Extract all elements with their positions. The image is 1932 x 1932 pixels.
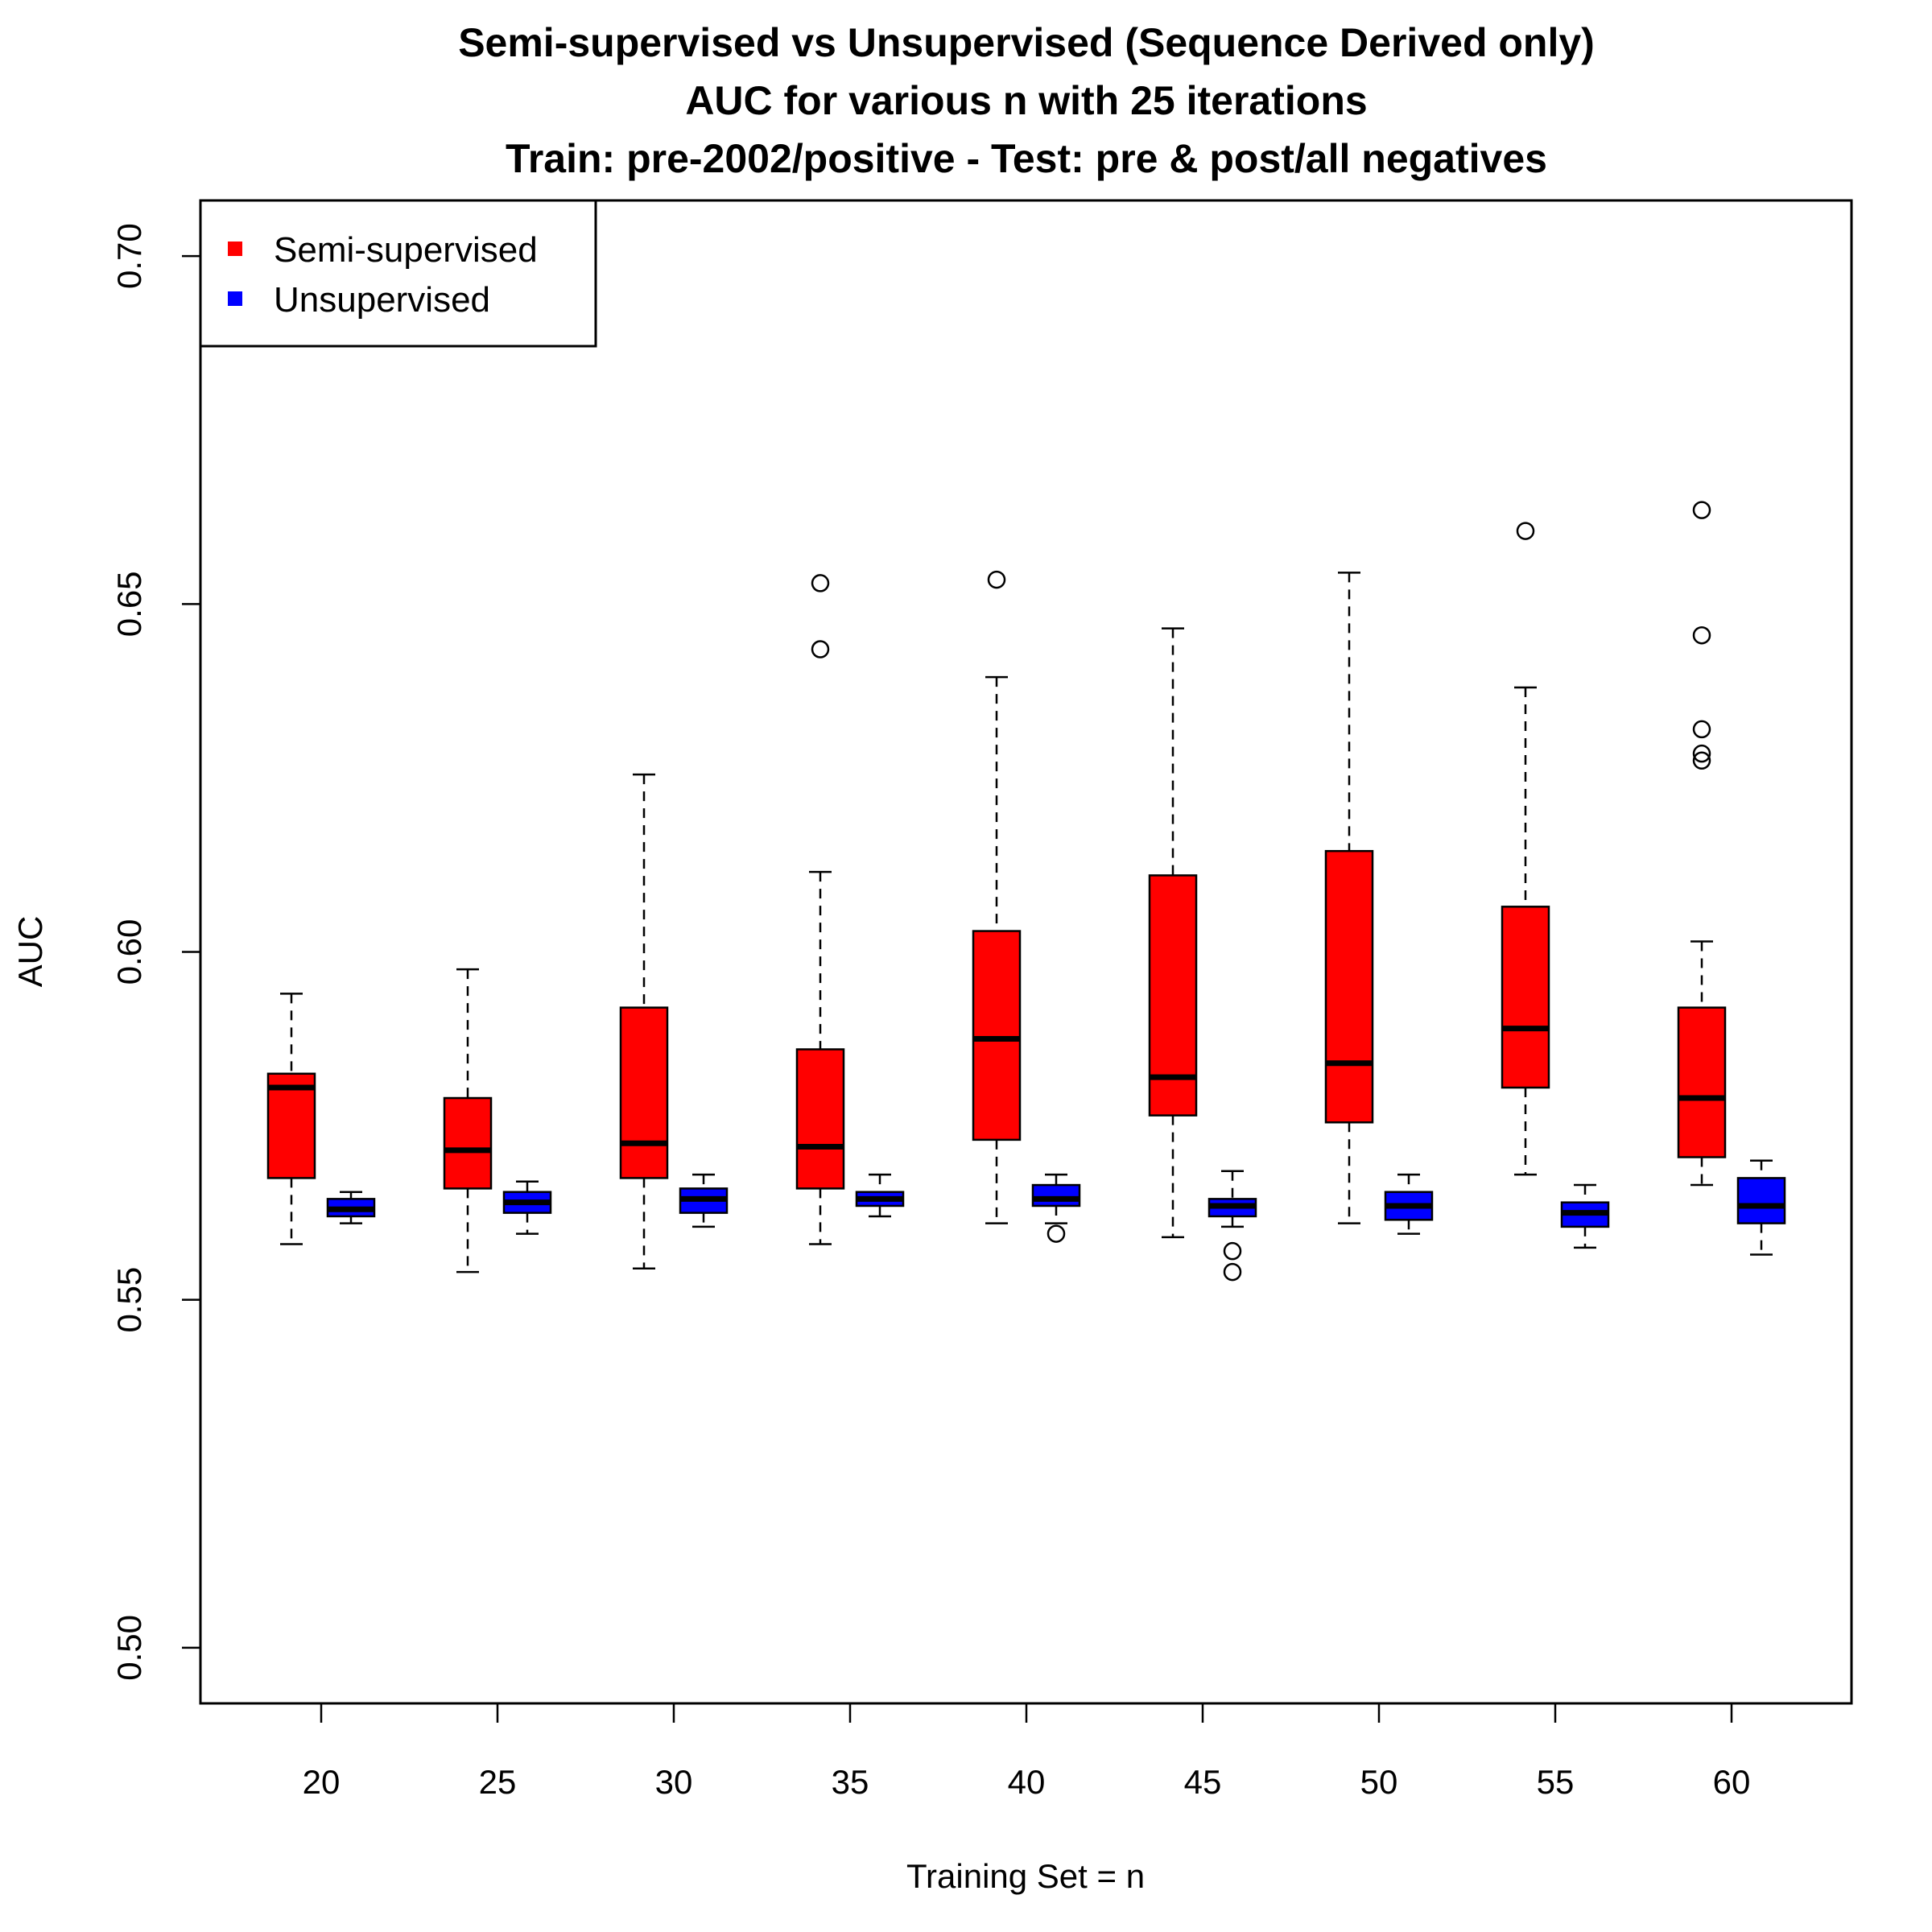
- outlier-point: [1046, 1224, 1066, 1243]
- chart-title: Semi-supervised vs Unsupervised (Sequenc…: [458, 20, 1595, 181]
- y-tick-label: 0.50: [110, 1615, 148, 1681]
- title-line-1: Semi-supervised vs Unsupervised (Sequenc…: [458, 20, 1595, 65]
- outlier-point: [987, 570, 1006, 589]
- plot-frame: [199, 199, 1853, 1705]
- legend-swatch-unsupervised: [228, 291, 242, 306]
- y-axis: 0.50 0.55 0.60 0.65 0.70: [110, 223, 200, 1681]
- x-tick-label: 30: [655, 1763, 693, 1801]
- box-unsupervised-n25: [502, 1180, 552, 1235]
- legend-label-unsupervised: Unsupervised: [274, 280, 490, 320]
- title-line-2: AUC for various n with 25 iterations: [685, 78, 1367, 123]
- box-semi-supervised-n50: [1324, 572, 1374, 1224]
- interquartile-box: [972, 930, 1022, 1141]
- interquartile-box: [1736, 1177, 1786, 1224]
- outlier-point: [1692, 501, 1711, 519]
- legend-swatch-semi-supervised: [228, 242, 242, 256]
- outlier-point: [1223, 1262, 1242, 1282]
- box-semi-supervised-n35: [795, 574, 845, 1245]
- box-unsupervised-n35: [855, 1173, 905, 1218]
- x-tick-label: 35: [832, 1763, 869, 1801]
- box-semi-supervised-n20: [266, 993, 316, 1245]
- box-semi-supervised-n60: [1677, 501, 1727, 1187]
- interquartile-box: [443, 1096, 493, 1190]
- plot-area: [266, 501, 1786, 1282]
- box-semi-supervised-n40: [972, 570, 1022, 1224]
- interquartile-box: [266, 1072, 316, 1179]
- outlier-point: [1692, 720, 1711, 739]
- y-axis-label: AUC: [11, 916, 49, 988]
- box-unsupervised-n45: [1208, 1170, 1257, 1282]
- y-tick-label: 0.55: [110, 1267, 148, 1333]
- outlier-point: [1692, 625, 1711, 645]
- box-unsupervised-n60: [1736, 1159, 1786, 1256]
- legend-box: [199, 199, 597, 348]
- y-tick-label: 0.65: [110, 571, 148, 637]
- box-unsupervised-n55: [1560, 1183, 1610, 1249]
- x-axis-label: Training Set = n: [906, 1857, 1145, 1895]
- legend-label-semi-supervised: Semi-supervised: [274, 230, 538, 270]
- x-tick-label: 45: [1184, 1763, 1222, 1801]
- box-semi-supervised-n25: [443, 968, 493, 1274]
- outlier-point: [1692, 744, 1711, 763]
- title-line-3: Train: pre-2002/positive - Test: pre & p…: [506, 136, 1547, 181]
- x-tick-label: 60: [1713, 1763, 1751, 1801]
- interquartile-box: [795, 1048, 845, 1190]
- outlier-point: [811, 574, 830, 592]
- y-tick-label: 0.70: [110, 223, 148, 289]
- x-tick-label: 25: [479, 1763, 517, 1801]
- box-unsupervised-n30: [679, 1173, 729, 1228]
- x-tick-label: 50: [1360, 1763, 1398, 1801]
- x-tick-label: 40: [1008, 1763, 1046, 1801]
- outlier-point: [1692, 751, 1711, 770]
- box-semi-supervised-n30: [619, 773, 669, 1270]
- x-tick-label: 20: [303, 1763, 341, 1801]
- y-tick-label: 0.60: [110, 919, 148, 985]
- interquartile-box: [1677, 1006, 1727, 1158]
- interquartile-box: [1324, 849, 1374, 1124]
- interquartile-box: [1031, 1183, 1081, 1208]
- box-unsupervised-n20: [326, 1191, 376, 1224]
- interquartile-box: [619, 1006, 669, 1179]
- legend: Semi-supervised Unsupervised: [199, 199, 597, 348]
- box-unsupervised-n40: [1031, 1173, 1081, 1243]
- outlier-point: [811, 640, 830, 658]
- box-semi-supervised-n45: [1148, 627, 1198, 1239]
- outlier-point: [1223, 1241, 1242, 1261]
- x-axis: 20 25 30 35 40 45 50 55 60: [303, 1703, 1751, 1801]
- box-unsupervised-n50: [1384, 1173, 1434, 1235]
- interquartile-box: [1501, 906, 1550, 1089]
- outlier-point: [1516, 522, 1535, 540]
- x-tick-label: 55: [1537, 1763, 1575, 1801]
- box-semi-supervised-n55: [1501, 522, 1550, 1176]
